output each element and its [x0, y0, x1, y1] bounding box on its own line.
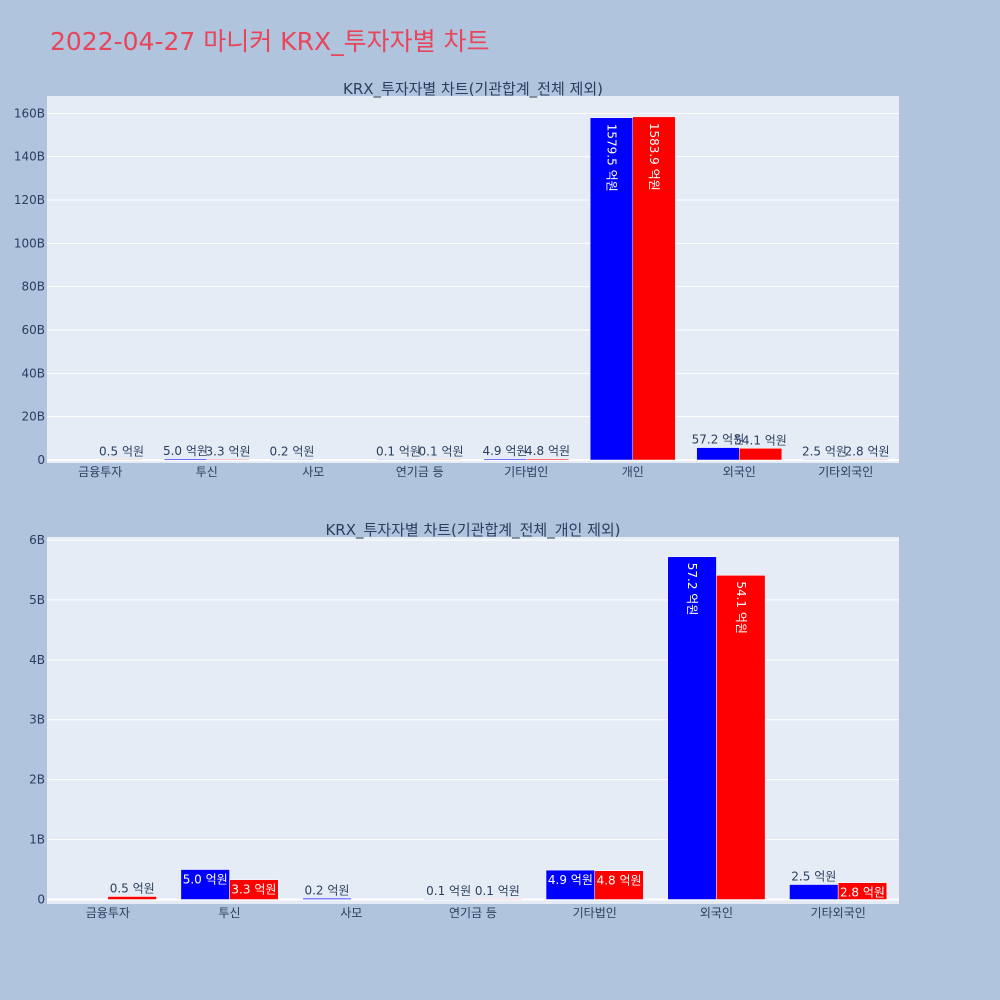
bar — [845, 459, 889, 461]
y-tick-label: 3B — [29, 713, 45, 727]
y-tick-label: 60B — [21, 323, 45, 337]
data-label: 0.5 억원 — [99, 444, 144, 458]
data-label: 1579.5 억원 — [604, 124, 618, 192]
bar — [696, 447, 740, 461]
data-label: 2.8 억원 — [840, 886, 885, 900]
bar — [667, 556, 717, 900]
data-label: 4.8 억원 — [597, 874, 642, 888]
bar — [632, 116, 676, 461]
x-tick-label: 금융투자 — [86, 906, 130, 920]
data-label: 54.1 억원 — [734, 581, 748, 634]
bar — [716, 575, 766, 900]
bar — [789, 884, 839, 900]
data-label: 0.1 억원 — [475, 884, 520, 898]
x-tick-label: 연기금 등 — [396, 465, 444, 479]
y-tick-label: 40B — [21, 366, 45, 380]
bar — [739, 448, 783, 461]
y-tick-label: 140B — [14, 150, 45, 164]
x-tick-label: 기타외국인 — [818, 465, 873, 479]
bar — [376, 459, 420, 461]
y-tick-label: 2B — [29, 773, 45, 787]
y-tick-label: 4B — [29, 653, 45, 667]
bar — [802, 459, 847, 461]
bar — [472, 898, 522, 900]
chart-title: KRX_투자자별 차트(기관합계_전체_개인 제외) — [325, 521, 620, 540]
x-tick-label: 외국인 — [700, 906, 733, 920]
x-tick-label: 투신 — [219, 906, 241, 920]
data-label: 0.5 억원 — [110, 882, 155, 896]
x-tick-label: 기타법인 — [504, 465, 548, 479]
data-label: 54.1 억원 — [734, 433, 787, 447]
y-tick-label: 6B — [29, 533, 45, 547]
data-label: 0.1 억원 — [376, 444, 421, 458]
bar — [545, 869, 595, 900]
x-tick-label: 투신 — [196, 465, 218, 479]
chart-title: KRX_투자자별 차트(기관합계_전체 제외) — [343, 80, 603, 99]
y-tick-label: 100B — [14, 236, 45, 250]
chart-1: 0 20B 40B 60B 80B 100B 120B 140B 160B KRX_투자자별 차트… — [14, 80, 899, 479]
data-label: 4.8 억원 — [525, 444, 570, 458]
bar — [526, 458, 570, 461]
data-label: 0.2 억원 — [269, 444, 314, 458]
bar — [107, 896, 157, 900]
bar — [180, 869, 230, 900]
data-label: 0.1 억원 — [426, 884, 471, 898]
y-tick-label: 5B — [29, 593, 45, 607]
y-tick-label: 20B — [21, 410, 45, 424]
data-label: 2.5 억원 — [802, 444, 847, 458]
data-label: 0.1 억원 — [419, 444, 464, 458]
data-label: 2.8 억원 — [845, 444, 890, 458]
data-label: 5.0 억원 — [163, 444, 208, 458]
bar — [163, 458, 207, 461]
bar — [594, 870, 644, 900]
bar — [837, 882, 888, 900]
data-label: 57.2 억원 — [692, 433, 745, 447]
y-tick-label: 160B — [14, 106, 45, 120]
plot-area — [47, 96, 899, 463]
data-label: 4.9 억원 — [548, 873, 593, 887]
data-label: 5.0 억원 — [183, 873, 228, 887]
plot-area — [47, 537, 899, 904]
data-label: 4.9 억원 — [482, 444, 527, 458]
data-label: 1583.9 억원 — [647, 123, 661, 191]
bar — [229, 879, 279, 900]
bar — [483, 458, 527, 461]
x-tick-label: 연기금 등 — [449, 906, 497, 920]
bar — [589, 117, 634, 461]
data-label: 2.5 억원 — [791, 870, 836, 884]
x-tick-label: 기타외국인 — [811, 906, 866, 920]
data-label: 3.3 억원 — [231, 883, 276, 897]
y-tick-label: 120B — [14, 193, 45, 207]
chart-2: 0 1B 2B 3B 4B 5B 6B KRX_투자자별 차트(기관합계_전체_개인 제외) 금… — [29, 521, 899, 920]
page-title: 2022-04-27 마니커 KRX_투자자별 차트 — [50, 27, 490, 56]
x-tick-label: 사모 — [302, 465, 324, 479]
x-tick-label: 기타법인 — [573, 906, 617, 920]
data-label: 57.2 억원 — [685, 563, 699, 616]
data-label: 0.2 억원 — [304, 883, 349, 897]
bar — [424, 898, 474, 900]
bar — [206, 459, 250, 461]
y-tick-label: 1B — [29, 833, 45, 847]
data-label: 3.3 억원 — [206, 444, 251, 458]
bar — [270, 459, 314, 461]
y-tick-label: 0 — [37, 453, 45, 467]
x-tick-label: 금융투자 — [78, 465, 122, 479]
bar — [419, 459, 463, 461]
bar — [302, 898, 352, 900]
y-tick-label: 80B — [21, 280, 45, 294]
y-tick-label: 0 — [37, 893, 45, 907]
x-tick-label: 개인 — [622, 465, 644, 479]
x-tick-label: 사모 — [340, 906, 362, 920]
x-tick-label: 외국인 — [723, 465, 756, 479]
bar — [100, 459, 144, 461]
